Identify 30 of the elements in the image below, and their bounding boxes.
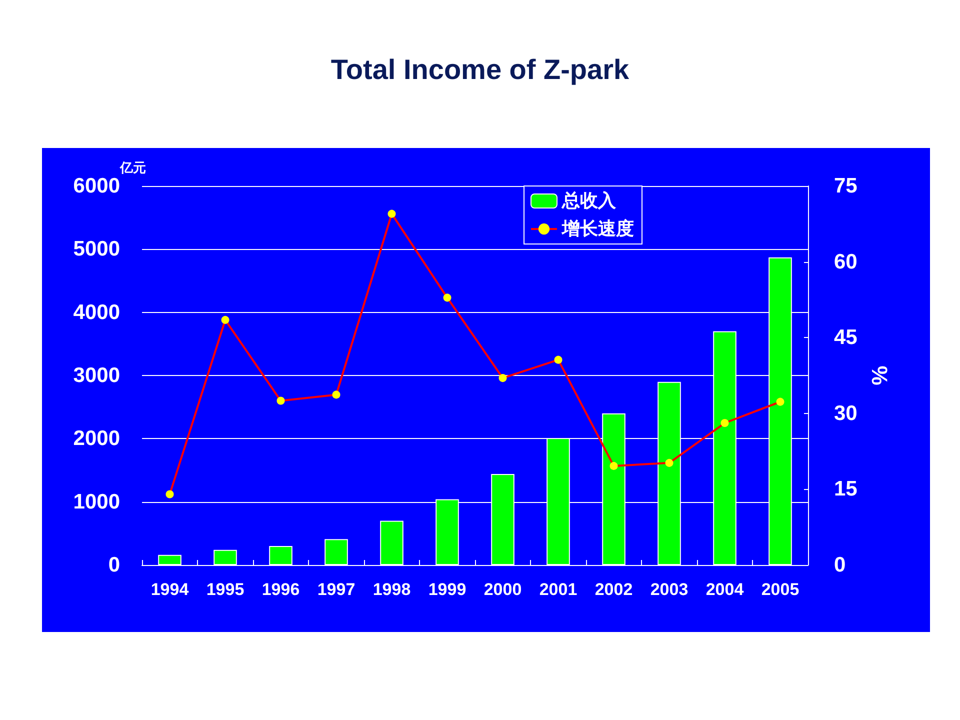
y-tick-label: 4000 bbox=[73, 300, 120, 324]
x-tick-label: 1997 bbox=[317, 580, 356, 599]
y2-tick-label: 30 bbox=[834, 402, 858, 425]
x-tick-label: 2005 bbox=[761, 580, 800, 599]
x-tick-label: 2003 bbox=[650, 580, 688, 599]
y2-tick-label: 75 bbox=[834, 174, 858, 198]
y2-axis-title: % bbox=[866, 366, 892, 386]
x-tick-label: 2002 bbox=[594, 580, 633, 599]
y-axis-title: 亿元 bbox=[119, 160, 146, 175]
y2-tick-label: 60 bbox=[834, 250, 858, 274]
y2-tick-label: 45 bbox=[834, 326, 858, 350]
x-tick-label: 1998 bbox=[372, 580, 411, 599]
x-tick-label: 2000 bbox=[484, 580, 522, 599]
x-tick-label: 1996 bbox=[262, 580, 300, 599]
x-tick-label: 2004 bbox=[706, 580, 744, 599]
y-tick-label: 1000 bbox=[73, 490, 120, 514]
y-tick-label: 0 bbox=[108, 554, 120, 576]
legend-label: 增长速度 bbox=[561, 218, 634, 240]
x-tick-label: 2001 bbox=[539, 580, 578, 599]
y-tick-label: 6000 bbox=[73, 174, 120, 198]
x-tick-label: 1994 bbox=[150, 580, 190, 599]
y-tick-label: 5000 bbox=[73, 238, 120, 261]
y2-tick-label: 15 bbox=[834, 478, 858, 501]
y2-tick-label: 0 bbox=[834, 554, 846, 576]
legend-label: 总收入 bbox=[561, 190, 617, 212]
x-tick-label: 1999 bbox=[428, 580, 466, 599]
y-tick-label: 2000 bbox=[73, 427, 120, 450]
y-tick-label: 3000 bbox=[73, 364, 120, 387]
chart-title: Total Income of Z-park bbox=[330, 54, 630, 86]
x-tick-label: 1995 bbox=[206, 580, 244, 599]
